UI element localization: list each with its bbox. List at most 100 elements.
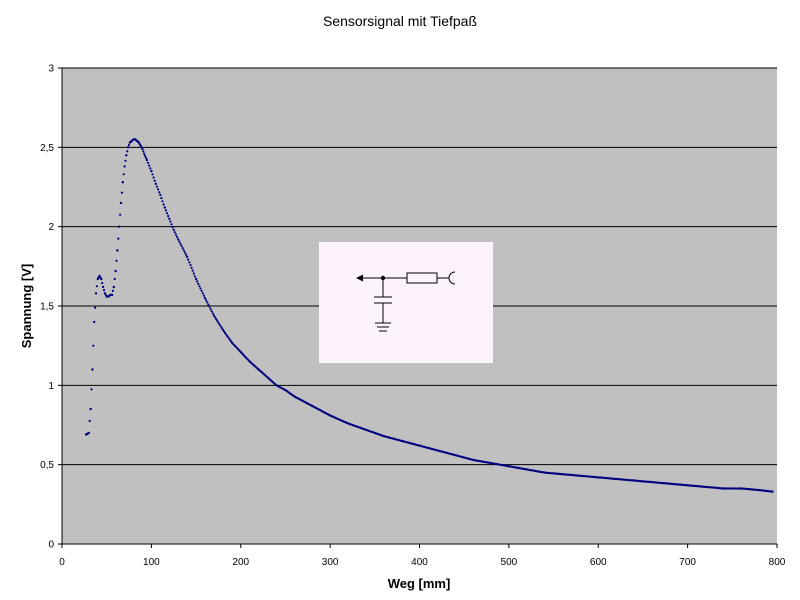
data-point: [206, 301, 209, 304]
data-point: [189, 264, 192, 267]
x-tick-label: 600: [590, 557, 607, 568]
data-point: [183, 251, 186, 254]
data-point: [187, 258, 190, 261]
data-point: [184, 253, 188, 256]
data-point: [211, 312, 214, 315]
data-point: [196, 280, 199, 283]
data-point: [158, 191, 161, 194]
data-point: [144, 154, 147, 157]
data-point: [160, 197, 163, 200]
data-point: [157, 188, 160, 191]
data-point: [185, 255, 189, 258]
data-point: [151, 173, 154, 176]
y-tick-label: 0,5: [40, 460, 54, 471]
y-tick-label: 2: [48, 222, 54, 233]
data-point: [224, 331, 227, 335]
data-point: [110, 293, 114, 297]
data-point: [88, 419, 91, 423]
x-tick-label: 300: [322, 557, 339, 568]
data-point: [100, 277, 103, 281]
y-tick-label: 3: [48, 64, 54, 75]
data-point: [142, 150, 145, 153]
x-tick-labels: 0 100 200 300 400 500 600 700 800: [59, 557, 786, 568]
y-tick-label: 2,5: [40, 143, 54, 154]
x-tick-label: 500: [501, 557, 518, 568]
data-point: [113, 277, 116, 281]
data-point: [215, 318, 218, 321]
data-point: [165, 212, 169, 215]
y-tick-label: 1,5: [40, 302, 54, 313]
data-point: [87, 431, 91, 435]
data-point: [180, 244, 183, 247]
y-tick-labels: 0 0,5 1 1,5 2 2,5 3: [40, 64, 54, 551]
data-point: [199, 287, 202, 290]
data-point: [203, 296, 207, 300]
data-point: [181, 247, 184, 250]
data-point: [201, 292, 204, 295]
data-point: [176, 235, 179, 239]
data-point: [120, 191, 123, 194]
data-point: [162, 203, 165, 206]
data-point: [192, 272, 195, 275]
data-point: [123, 165, 126, 168]
data-point: [119, 213, 122, 216]
data-point: [116, 249, 119, 252]
data-point: [161, 200, 164, 203]
data-point: [194, 277, 198, 281]
x-tick-label: 400: [411, 557, 428, 568]
axes: [58, 67, 778, 548]
data-point: [222, 330, 226, 333]
data-point: [102, 289, 106, 292]
data-point: [216, 319, 219, 322]
data-point: [94, 306, 97, 309]
data-point: [221, 328, 225, 331]
data-point: [146, 161, 150, 164]
data-point: [115, 259, 118, 262]
x-tick-label: 100: [143, 557, 160, 568]
data-point: [182, 249, 185, 252]
data-point: [177, 238, 180, 241]
data-point: [101, 281, 104, 285]
data-point: [117, 237, 120, 240]
data-point: [90, 388, 93, 391]
data-point: [228, 338, 231, 341]
data-point: [208, 305, 211, 308]
data-point: [153, 179, 156, 182]
data-point: [121, 181, 125, 184]
data-point: [205, 299, 208, 302]
data-point: [217, 321, 220, 324]
data-point: [124, 159, 127, 162]
data-point: [219, 325, 222, 328]
inset-background: [319, 242, 493, 363]
data-point: [159, 193, 162, 197]
data-point: [170, 223, 173, 226]
data-point: [141, 147, 144, 151]
data-point: [111, 289, 114, 292]
y-tick-label: 1: [48, 381, 54, 392]
data-point: [227, 336, 230, 339]
y-axis-label: Spannung [V]: [19, 264, 34, 349]
data-point: [91, 368, 94, 371]
data-point: [179, 242, 182, 245]
data-point: [118, 225, 121, 228]
data-point: [197, 282, 200, 285]
data-point: [126, 146, 130, 149]
data-point: [174, 233, 178, 236]
data-point: [168, 217, 171, 220]
data-point: [144, 156, 148, 159]
arrow-head-icon: [356, 274, 363, 282]
data-point: [214, 316, 217, 319]
input-terminal-icon: [448, 271, 456, 285]
data-point: [127, 143, 131, 147]
data-point: [210, 310, 213, 313]
data-point: [95, 285, 98, 288]
data-point: [150, 169, 153, 173]
data-point: [148, 164, 151, 167]
data-point: [155, 185, 159, 188]
data-point: [114, 269, 117, 273]
x-tick-label: 800: [769, 557, 786, 568]
data-point: [101, 285, 105, 289]
data-point: [193, 275, 196, 278]
data-point: [202, 294, 205, 297]
data-point: [171, 226, 174, 229]
